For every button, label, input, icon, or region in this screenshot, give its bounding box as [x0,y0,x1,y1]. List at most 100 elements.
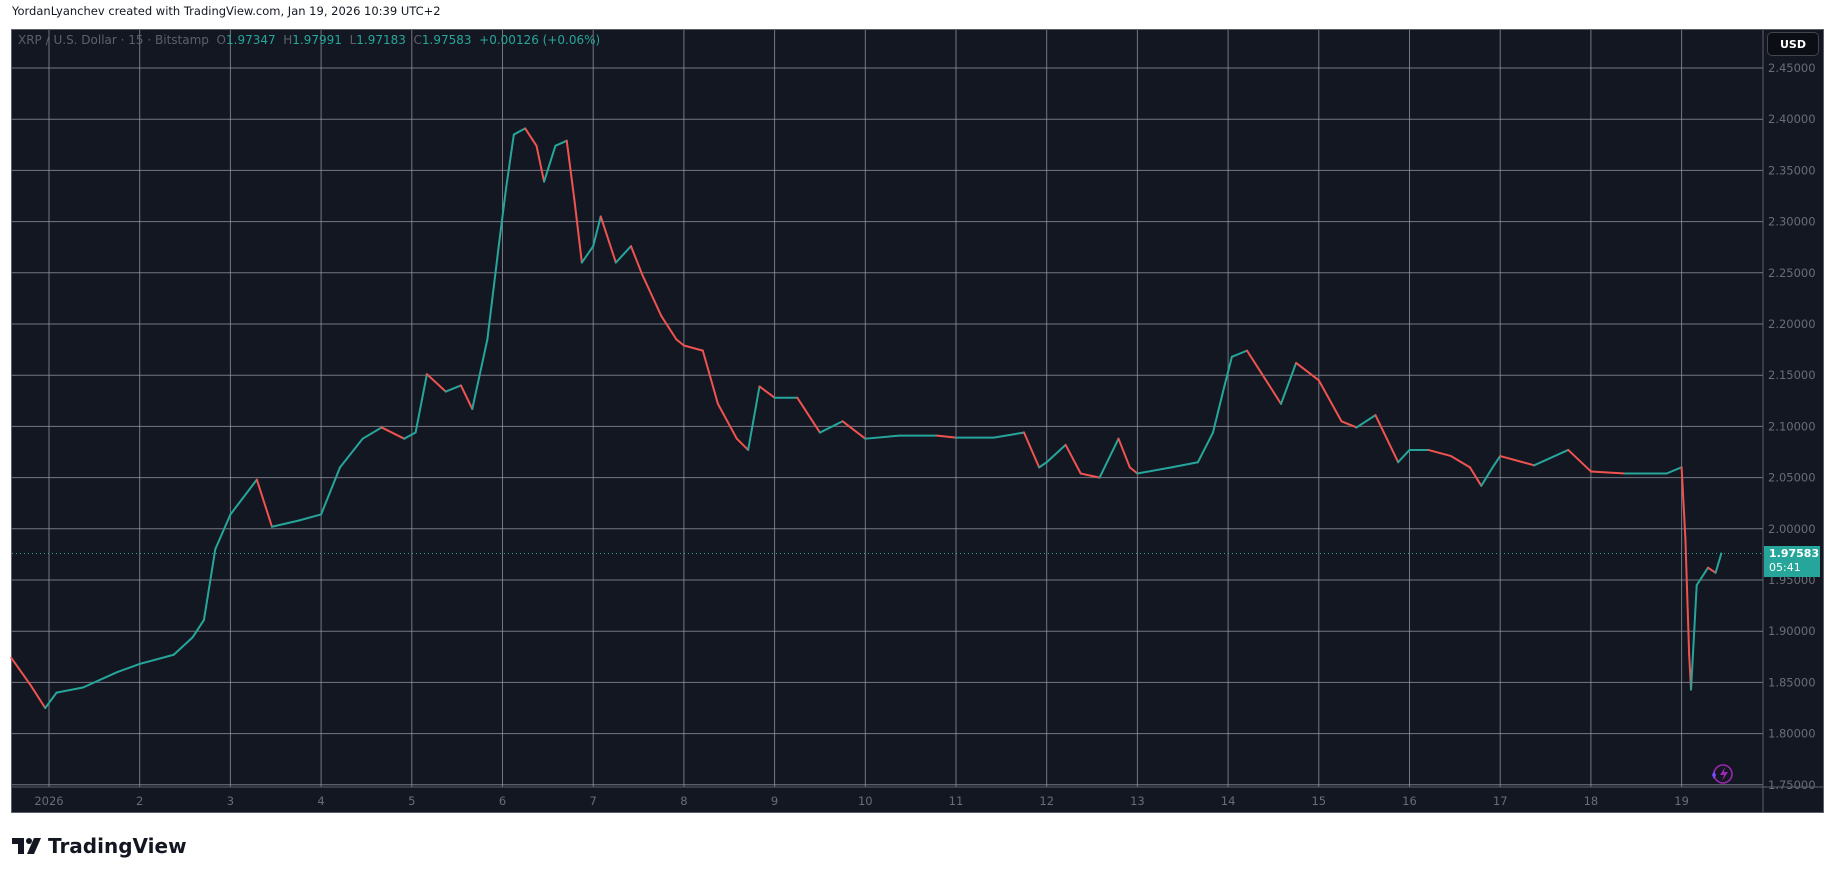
time-tick-label: 16 [1402,794,1417,808]
close-label: C [413,33,422,47]
candle-down [1340,420,1358,429]
time-tick-label: 14 [1221,794,1236,808]
candle-up [864,434,901,440]
candle-down [1023,431,1041,469]
time-tick-label: 13 [1130,794,1145,808]
high-label: H [283,33,293,47]
change-value: +0.00126 (+0.06%) [479,33,601,47]
candle-down [716,402,738,440]
candle-down [380,426,406,440]
candle-up [486,245,500,341]
candle-down [1450,455,1471,469]
candle-up [320,466,341,516]
candle-up [554,139,568,147]
candle-up [1665,466,1683,475]
time-tick-label: 6 [499,794,506,808]
candle-down [1427,448,1453,458]
time-tick-label: 8 [680,794,687,808]
candle-down [459,384,474,410]
price-tick-label: 2.30000 [1768,215,1816,229]
candle-down [735,437,750,451]
candle-up [1355,414,1377,429]
candle-down [1499,455,1536,467]
candle-up [543,144,557,183]
candle-down [1680,466,1687,540]
price-tick-label: 2.35000 [1768,163,1816,177]
candle-down [641,273,663,317]
time-tick-label: 5 [408,794,415,808]
candle-up [505,133,515,188]
brand-name: TradingView [48,834,187,858]
time-tick-label: 19 [1674,794,1689,808]
candle-down [425,373,447,393]
candle-down [660,314,678,341]
candle-down [796,396,821,434]
candle-up [1136,466,1173,475]
candle-up [229,478,258,516]
candle-up [338,437,364,469]
candle-up [1223,355,1233,388]
candle-down [675,338,685,347]
price-tick-label: 2.45000 [1768,61,1816,75]
candle-down [1468,466,1483,487]
candle-up [444,384,462,393]
candle-down [1261,373,1283,405]
price-tick-label: 2.10000 [1768,419,1816,433]
tradingview-logo[interactable]: TradingView [12,834,187,858]
sparkle-icon [1712,771,1716,779]
candle-down [565,139,576,201]
candle-up [82,671,119,689]
candle-up [138,653,175,665]
last-price-label: 1.97583 05:41 [1764,546,1820,577]
high-value: 1.97991 [292,33,342,47]
candle-up [172,636,194,656]
candle-down [599,215,617,264]
candle-up [116,662,141,674]
candle-up [1038,461,1048,469]
candle-down [573,198,583,264]
candle-up [471,338,489,410]
price-tick-label: 2.40000 [1768,112,1816,126]
candle-down [1707,566,1717,574]
candle-down [535,144,546,183]
symbol-name[interactable]: XRP / U.S. Dollar · 15 · Bitstamp [18,33,209,47]
candle-up [361,426,383,440]
candle-up [297,513,323,522]
time-tick-label: 7 [590,794,597,808]
candle-up [1695,566,1710,587]
price-tick-label: 2.00000 [1768,522,1816,536]
candle-up [1480,466,1494,487]
candle-down [936,434,957,439]
symbol-legend: XRP / U.S. Dollar · 15 · Bitstamp O1.973… [18,33,600,47]
candle-down [841,420,867,440]
candle-up [55,686,85,694]
time-tick-label: 15 [1311,794,1326,808]
time-tick-label: 2 [136,794,143,808]
time-tick-label: 18 [1584,794,1599,808]
candle-up [747,385,761,451]
candle-down [10,656,32,686]
candle-up [1397,448,1411,464]
candle-down [1117,437,1131,469]
candle-up [818,420,844,434]
candle-up [580,245,595,264]
candle-up [403,431,417,440]
time-tick-label: 3 [227,794,234,808]
candle-down [1079,472,1101,479]
lightning-bolt [1720,767,1728,781]
price-tick-label: 1.85000 [1768,675,1816,689]
candle-down [524,127,538,147]
candle-down [1374,414,1388,440]
candle-down [29,683,47,709]
candle-up [1714,552,1723,574]
candle-down [1589,470,1626,475]
open-value: 1.97347 [226,33,276,47]
price-tick-label: 1.80000 [1768,727,1816,741]
price-tick-label: 2.15000 [1768,368,1816,382]
currency-button[interactable]: USD [1767,32,1819,56]
candle-up [1690,584,1698,691]
price-tick-label: 2.05000 [1768,471,1816,485]
candle-up [1196,431,1214,464]
time-tick-label: 10 [858,794,873,808]
